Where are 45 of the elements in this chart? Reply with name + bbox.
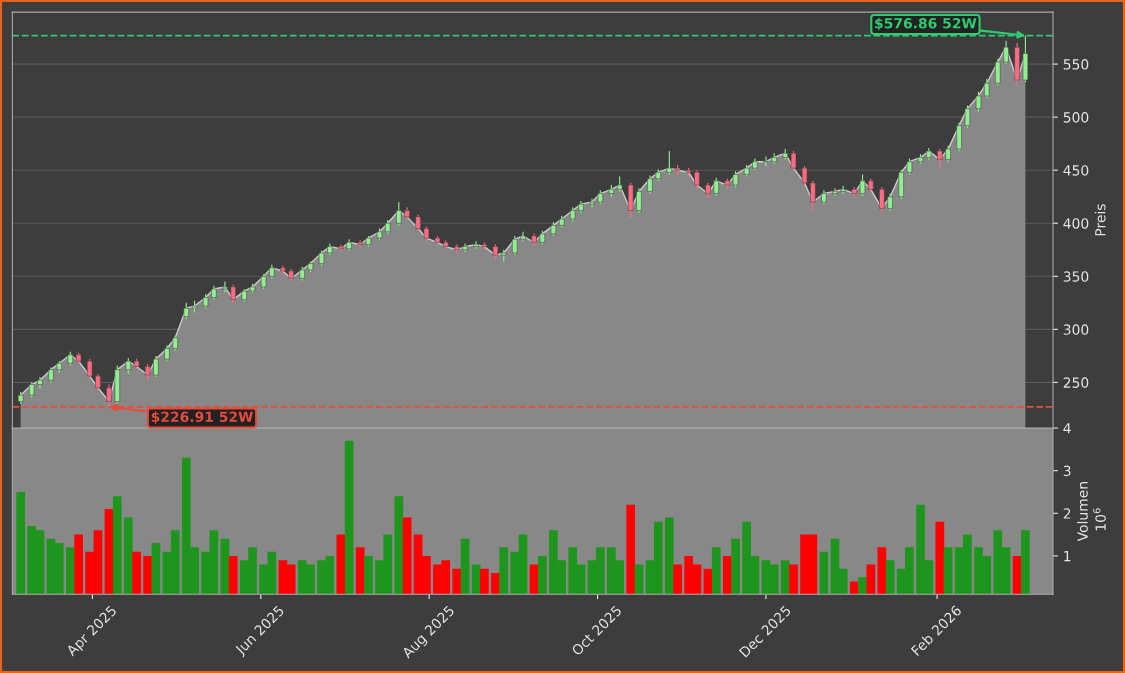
candlestick	[106, 383, 112, 408]
candlestick	[222, 281, 228, 293]
y-tick-label: 3	[1063, 465, 1071, 477]
candlestick	[964, 104, 971, 129]
candlestick	[879, 186, 885, 214]
y-tick-label: 4	[1063, 423, 1071, 434]
candlestick	[512, 235, 518, 256]
candlestick	[832, 187, 838, 197]
y-tick-label: 500	[1063, 112, 1089, 123]
candlestick	[153, 355, 159, 378]
y-tick-label: 350	[1063, 271, 1089, 282]
y-tick-label: 550	[1063, 59, 1089, 70]
candlestick	[713, 177, 719, 197]
candlestick	[666, 150, 673, 176]
candlestick	[763, 155, 769, 167]
annotation: $576.86 52W	[875, 17, 977, 31]
candlestick	[647, 174, 653, 195]
y-tick-label: 1	[1064, 551, 1071, 562]
y-axis-title: Preis	[1094, 204, 1106, 236]
candlestick	[801, 165, 808, 187]
candlestick	[810, 180, 816, 212]
candlestick	[984, 78, 990, 99]
candlestick	[462, 242, 468, 253]
candlestick	[859, 173, 866, 197]
candlestick	[995, 58, 1001, 86]
candlestick	[396, 201, 402, 226]
text: 10$^{6}$	[1093, 508, 1106, 531]
candlestick	[956, 121, 962, 152]
candlestick	[1003, 40, 1009, 65]
candlestick	[975, 91, 982, 113]
candlestick	[473, 240, 479, 250]
candlestick	[636, 187, 642, 214]
y-tick-label: 2	[1063, 508, 1071, 519]
y-tick-label: 400	[1063, 218, 1089, 229]
candlestick	[937, 148, 943, 169]
candlestick	[694, 169, 700, 190]
annotation: $226.91 52W	[151, 411, 253, 424]
candlestick	[230, 284, 236, 304]
candlestick	[37, 376, 43, 390]
y-tick-label: 250	[1063, 377, 1089, 388]
candlestick	[86, 358, 93, 379]
candlestick	[790, 150, 797, 171]
y-tick-label: 450	[1063, 165, 1089, 176]
y-tick-label: 300	[1063, 324, 1089, 335]
y-axis-title: Volumen	[1077, 482, 1088, 542]
